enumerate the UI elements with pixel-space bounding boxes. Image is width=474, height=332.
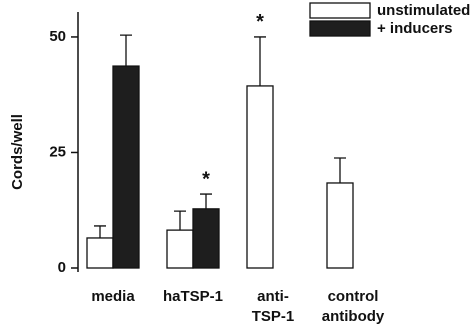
x-tick-label: TSP-1 — [252, 308, 295, 325]
significance-mark: * — [256, 11, 264, 33]
y-tick-label: 25 — [49, 143, 66, 160]
y-tick-label: 0 — [58, 259, 66, 276]
x-tick-label: control — [328, 288, 379, 305]
bar — [326, 182, 354, 269]
legend-swatch — [309, 20, 371, 37]
legend-label: unstimulated — [377, 2, 470, 19]
x-tick-label: haTSP-1 — [163, 288, 223, 305]
error-bar — [254, 36, 266, 86]
x-tick-label: antibody — [322, 308, 385, 325]
error-bar — [174, 210, 186, 231]
bar — [246, 85, 274, 269]
legend-swatch — [309, 2, 371, 19]
x-tick-label: media — [91, 288, 135, 305]
y-tick-label: 50 — [49, 28, 66, 45]
error-bar — [94, 225, 106, 238]
error-bar — [120, 34, 132, 67]
y-axis-label: Cords/well — [9, 114, 26, 190]
bar — [192, 208, 220, 269]
error-bar — [200, 193, 212, 209]
legend-label: + inducers — [377, 20, 452, 37]
bar — [112, 65, 140, 269]
x-tick-label: anti- — [257, 288, 289, 305]
bar — [166, 229, 194, 269]
bar — [86, 237, 114, 269]
significance-mark: * — [202, 168, 210, 190]
error-bar — [334, 157, 346, 183]
